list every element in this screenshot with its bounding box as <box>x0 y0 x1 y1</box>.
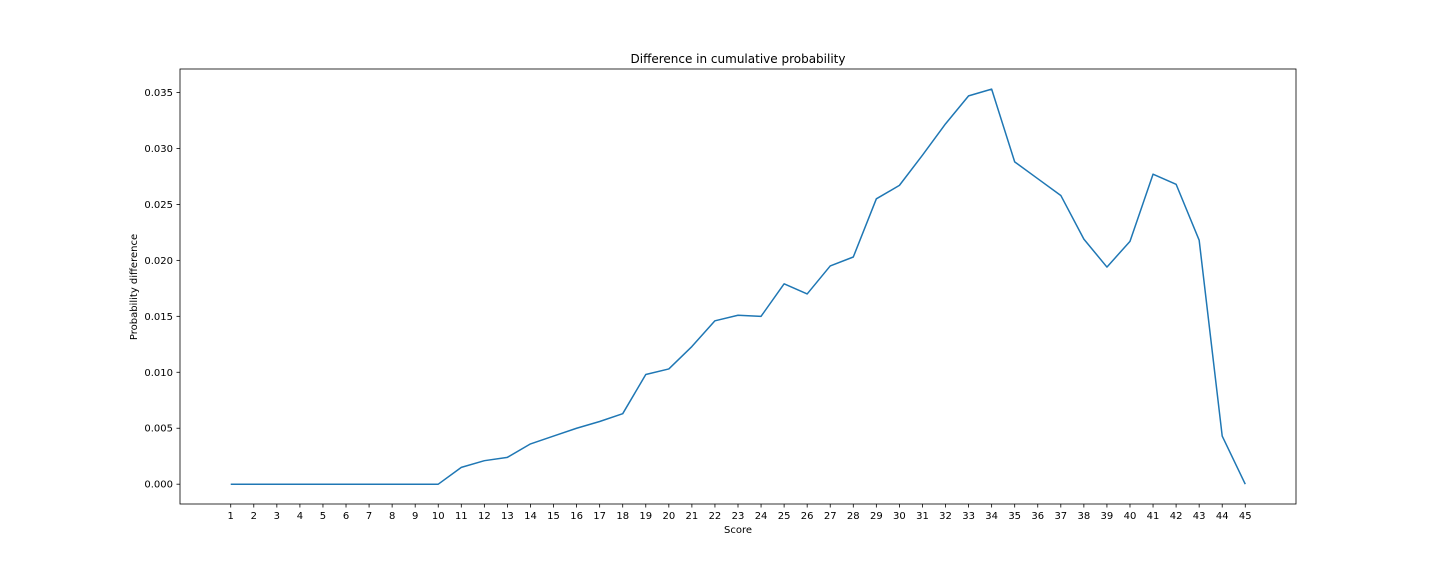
x-tick-label: 8 <box>389 511 395 522</box>
x-tick-label: 9 <box>412 511 418 522</box>
x-tick-label: 20 <box>662 511 675 522</box>
x-tick-label: 3 <box>274 511 280 522</box>
x-tick-label: 32 <box>939 511 952 522</box>
y-tick-label: 0.000 <box>144 480 173 491</box>
x-tick-label: 34 <box>985 511 998 522</box>
x-tick-label: 5 <box>320 511 326 522</box>
x-tick-label: 12 <box>478 511 491 522</box>
x-axis-ticks: 1 2 3 4 5 6 7 8 9 10 11 12 13 14 15 16 17 18 19 20 21 22 23 24 2… <box>228 504 1252 522</box>
x-tick-label: 30 <box>893 511 906 522</box>
series-line-0 <box>230 88 1246 485</box>
x-tick-label: 6 <box>343 511 349 522</box>
x-tick-label: 1 <box>228 511 234 522</box>
y-tick-label: 0.035 <box>144 88 173 99</box>
x-tick-label: 22 <box>709 511 722 522</box>
x-tick-label: 28 <box>847 511 860 522</box>
x-tick-label: 17 <box>593 511 606 522</box>
y-tick-label: 0.005 <box>144 424 173 435</box>
x-tick-label: 31 <box>916 511 929 522</box>
x-tick-label: 39 <box>1101 511 1114 522</box>
x-tick-label: 24 <box>755 511 768 522</box>
x-tick-label: 11 <box>455 511 468 522</box>
x-tick-label: 25 <box>778 511 791 522</box>
x-tick-label: 15 <box>547 511 560 522</box>
x-tick-label: 40 <box>1124 511 1137 522</box>
x-tick-label: 7 <box>366 511 372 522</box>
plot-area <box>179 68 1297 505</box>
x-tick-label: 13 <box>501 511 514 522</box>
x-tick-label: 43 <box>1193 511 1206 522</box>
x-tick-label: 23 <box>732 511 745 522</box>
x-tick-label: 38 <box>1078 511 1091 522</box>
y-tick-label: 0.015 <box>144 312 173 323</box>
x-tick-label: 4 <box>297 511 303 522</box>
x-tick-label: 36 <box>1031 511 1044 522</box>
x-tick-label: 44 <box>1216 511 1229 522</box>
axes-frame <box>179 68 1297 505</box>
x-tick-label: 27 <box>824 511 837 522</box>
x-tick-label: 37 <box>1054 511 1067 522</box>
y-tick-label: 0.030 <box>144 144 173 155</box>
x-tick-label: 45 <box>1239 511 1252 522</box>
x-tick-label: 21 <box>686 511 699 522</box>
x-tick-label: 2 <box>251 511 257 522</box>
x-tick-label: 41 <box>1147 511 1160 522</box>
x-tick-label: 35 <box>1008 511 1021 522</box>
y-tick-label: 0.010 <box>144 368 173 379</box>
y-tick-label: 0.020 <box>144 256 173 267</box>
x-axis-label: Score <box>724 525 752 536</box>
x-tick-label: 42 <box>1170 511 1183 522</box>
x-tick-label: 29 <box>870 511 883 522</box>
x-tick-label: 10 <box>432 511 445 522</box>
y-tick-label: 0.025 <box>144 200 173 211</box>
chart-title: Difference in cumulative probability <box>631 52 846 66</box>
x-tick-label: 16 <box>570 511 583 522</box>
x-tick-label: 26 <box>801 511 814 522</box>
x-tick-label: 33 <box>962 511 975 522</box>
x-tick-label: 18 <box>616 511 629 522</box>
x-tick-label: 14 <box>524 511 537 522</box>
y-axis-ticks: 0.000 0.005 0.010 0.015 0.020 0.025 0.030 0.035 <box>144 88 180 491</box>
y-axis-label: Probability difference <box>129 234 140 340</box>
x-tick-label: 19 <box>639 511 652 522</box>
